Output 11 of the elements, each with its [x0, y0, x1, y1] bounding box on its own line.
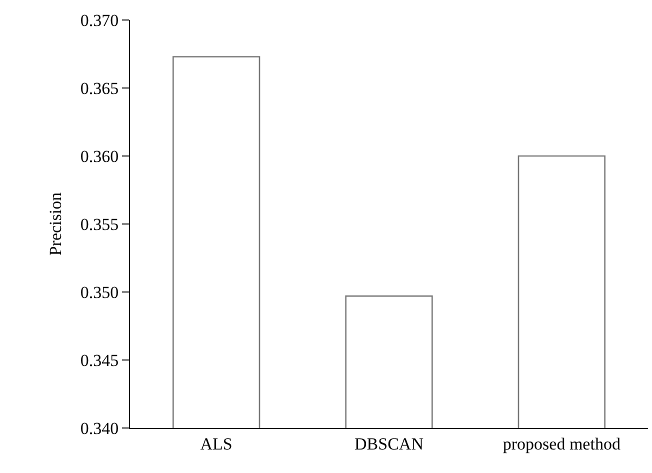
x-tick-label: proposed method [502, 434, 621, 454]
x-tick-label: DBSCAN [354, 434, 424, 454]
y-tick-label: 0.355 [80, 214, 119, 234]
x-tick-label: ALS [200, 434, 232, 454]
y-tick-label: 0.345 [80, 350, 119, 370]
y-tick-label: 0.340 [80, 418, 119, 438]
y-tick-label: 0.370 [80, 10, 119, 30]
y-tick-label: 0.350 [80, 282, 119, 302]
y-tick-label: 0.360 [80, 146, 119, 166]
y-tick-label: 0.365 [80, 78, 119, 98]
y-axis-title: Precision [46, 192, 65, 256]
